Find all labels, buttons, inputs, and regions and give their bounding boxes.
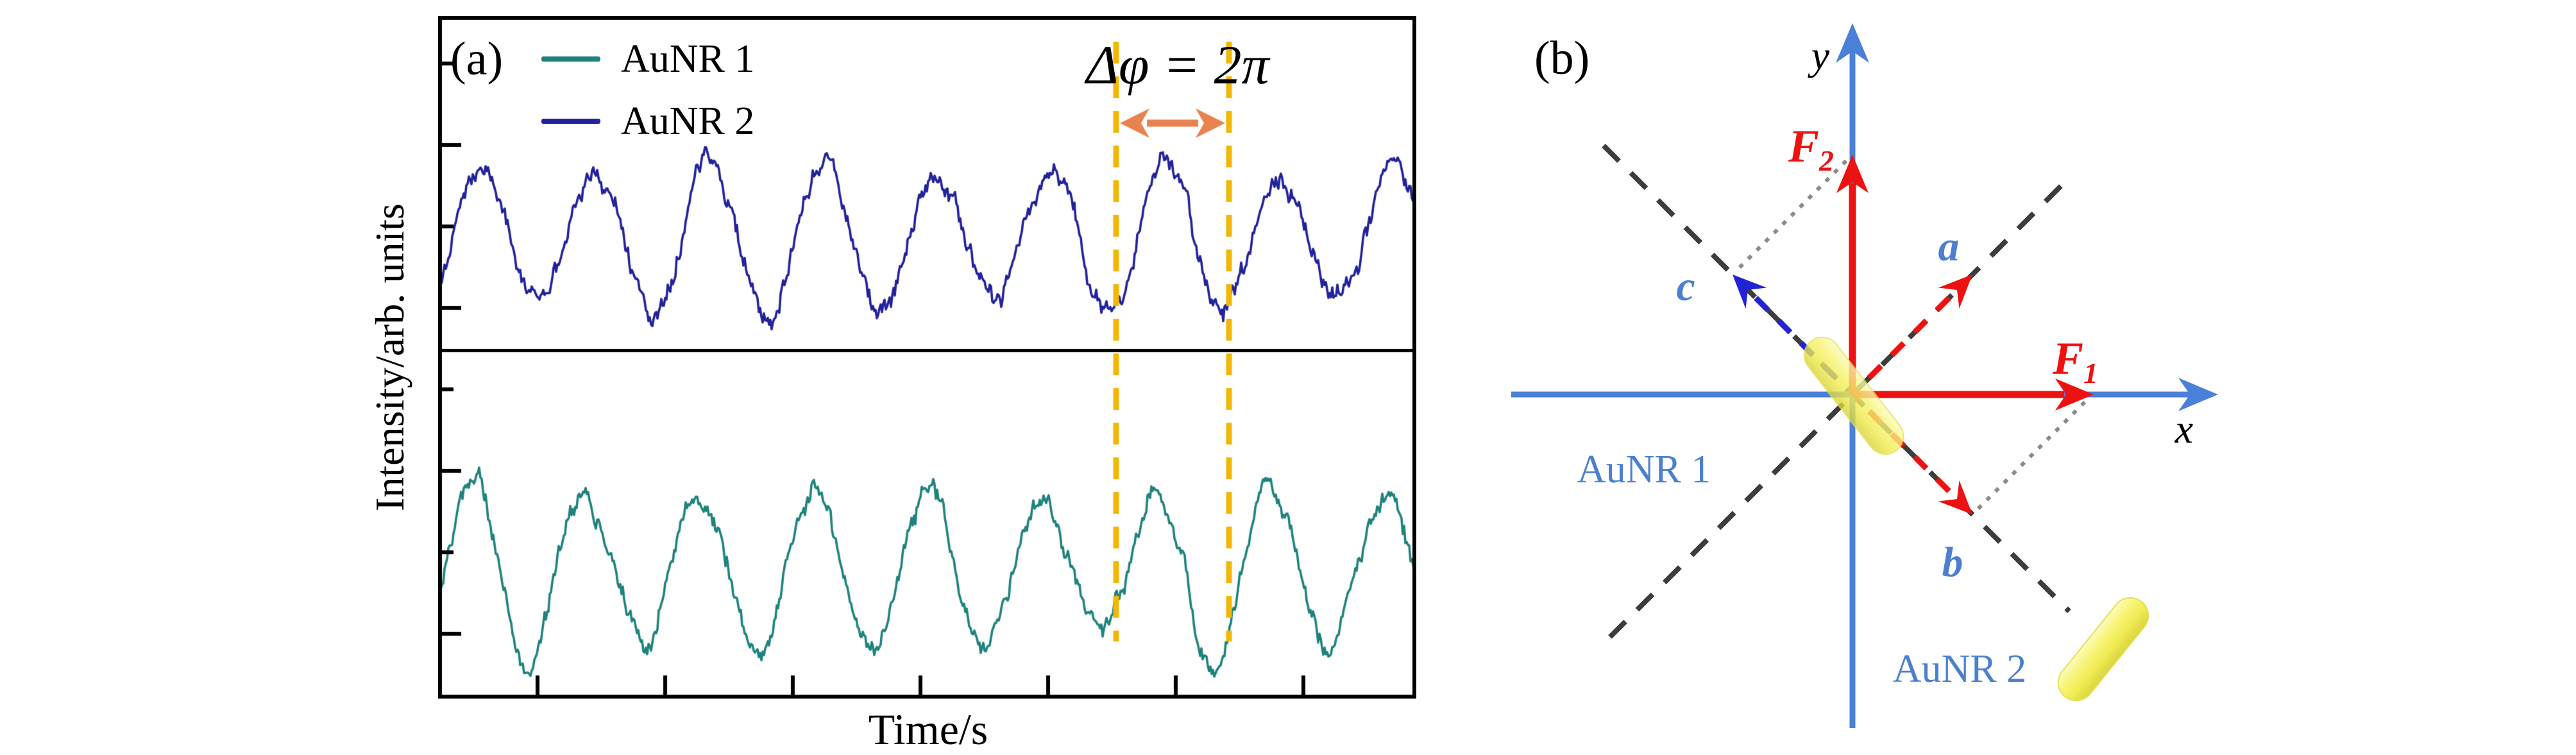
x-axis-label: Time/s: [868, 705, 988, 754]
aunr1-rod: [1803, 336, 1904, 455]
legend-line-aunr2: [541, 119, 600, 124]
dashed-diagonal-up-right: [1608, 178, 2069, 639]
legend-item-aunr1: AuNR 1: [541, 39, 754, 79]
force-f1-label: F1: [2052, 333, 2098, 389]
vector-a-arrowhead: [1938, 275, 1972, 309]
legend-line-aunr1: [541, 56, 600, 62]
panel-a-label: (a): [450, 33, 504, 85]
force-f1-arrowhead: [2055, 378, 2094, 411]
force-f2-label: F2: [1788, 121, 1834, 177]
panel-b-label: (b): [1534, 32, 1589, 85]
vector-b-label: b: [1942, 539, 1963, 586]
vector-a-label: a: [1938, 223, 1960, 270]
aunr2-rod: [2057, 597, 2149, 702]
vector-c-label: c: [1676, 263, 1695, 310]
force-f2-arrowhead: [1836, 155, 1868, 193]
y-axis-label: Intensity/arb. units: [367, 203, 412, 511]
panel-b-diagram: (b) y x F2 F1 a b c AuNR 1 AuNR 2: [1511, 23, 2218, 728]
vector-c-arrowhead: [1733, 275, 1767, 309]
vector-a-line: [1850, 284, 1963, 397]
x-axis-letter: x: [2174, 406, 2193, 452]
y-axis-letter: y: [1808, 33, 1830, 78]
legend-label-aunr1: AuNR 1: [621, 37, 755, 81]
dotted-line-c-to-f2: [1738, 157, 1851, 269]
panel-a-plot-canvas: [438, 16, 1416, 699]
aunr1-rod-label: AuNR 1: [1577, 448, 1711, 491]
legend-label-aunr2: AuNR 2: [621, 99, 755, 143]
x-axis-arrowhead: [2178, 378, 2218, 411]
dotted-line-b-to-f1: [1976, 396, 2090, 511]
legend-item-aunr2: AuNR 2: [541, 101, 754, 141]
y-axis-arrowhead: [1836, 23, 1869, 63]
aunr2-rod-label: AuNR 2: [1893, 647, 2026, 691]
vector-b-arrowhead: [1938, 480, 1972, 514]
phase-annotation: Δφ = 2π: [1086, 34, 1269, 96]
